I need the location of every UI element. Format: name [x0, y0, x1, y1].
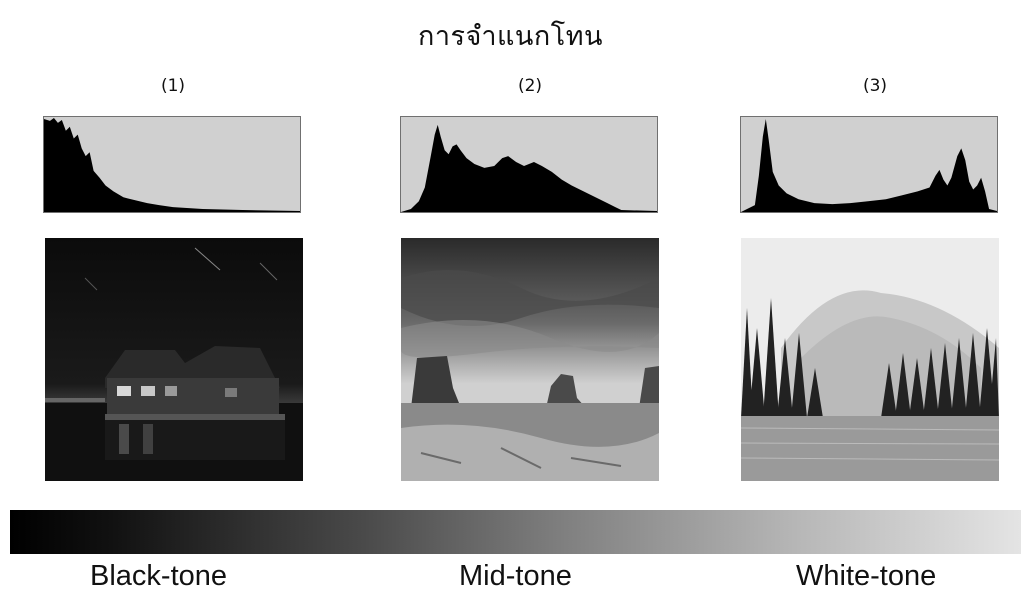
black-tone-histogram: [43, 116, 301, 213]
panel-3-number: (3): [862, 76, 888, 96]
panel-2-number: (2): [517, 76, 543, 96]
black-tone-label: Black-tone: [90, 560, 228, 592]
white-tone-label: White-tone: [796, 560, 937, 592]
misty-lake-forest-photo: [741, 238, 999, 481]
night-boathouse-photo: [45, 238, 303, 481]
desert-buttes-photo: [401, 238, 659, 481]
diagram-title: การจำแนกโทน: [418, 21, 603, 52]
white-tone-histogram: [740, 116, 998, 213]
panel-1-number: (1): [160, 76, 186, 96]
mid-tone-label: Mid-tone: [459, 560, 572, 592]
tone-gradient-bar: [10, 510, 1021, 554]
mid-tone-histogram: [400, 116, 658, 213]
